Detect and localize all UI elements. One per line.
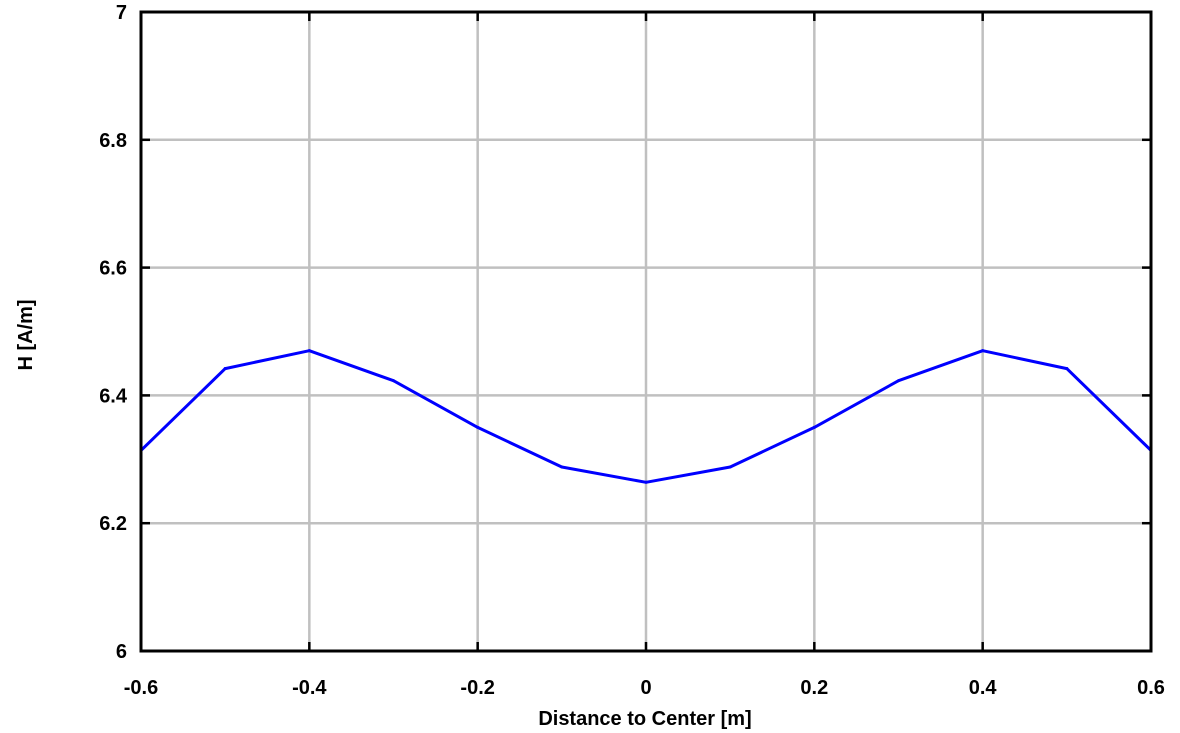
y-tick-label: 6.4 — [99, 385, 128, 407]
tick-labels: -0.6 -0.4 -0.2 0 0.2 0.4 0.6 6 6.2 6.4 6.6 6.8 7 — [99, 2, 1165, 699]
y-tick-label: 7 — [116, 2, 127, 24]
grid — [141, 12, 1151, 651]
data-point — [392, 379, 395, 383]
x-tick-label: 0.6 — [1137, 677, 1165, 699]
data-point — [812, 425, 816, 429]
y-tick-label: 6.6 — [99, 258, 127, 280]
ticks — [139, 10, 1153, 653]
data-point — [307, 349, 311, 353]
data-point — [644, 480, 648, 484]
y-tick-label: 6 — [116, 641, 127, 663]
data-point — [1065, 367, 1069, 371]
y-axis-label: H [A/m] — [15, 299, 37, 370]
data-point — [897, 379, 900, 383]
y-tick-label: 6.2 — [99, 513, 127, 535]
data-point — [223, 367, 227, 371]
x-tick-label: 0.2 — [800, 677, 828, 699]
y-tick-label: 6.8 — [99, 130, 127, 152]
data-point — [981, 349, 985, 353]
x-tick-label: -0.2 — [460, 677, 494, 699]
x-tick-label: -0.4 — [292, 677, 327, 699]
data-point — [728, 465, 732, 469]
data-point — [476, 425, 480, 429]
x-tick-label: -0.6 — [124, 677, 158, 699]
x-tick-label: 0.4 — [969, 677, 998, 699]
x-tick-label: 0 — [640, 677, 651, 699]
data-point — [560, 465, 564, 469]
x-axis-label: Distance to Center [m] — [538, 708, 751, 730]
